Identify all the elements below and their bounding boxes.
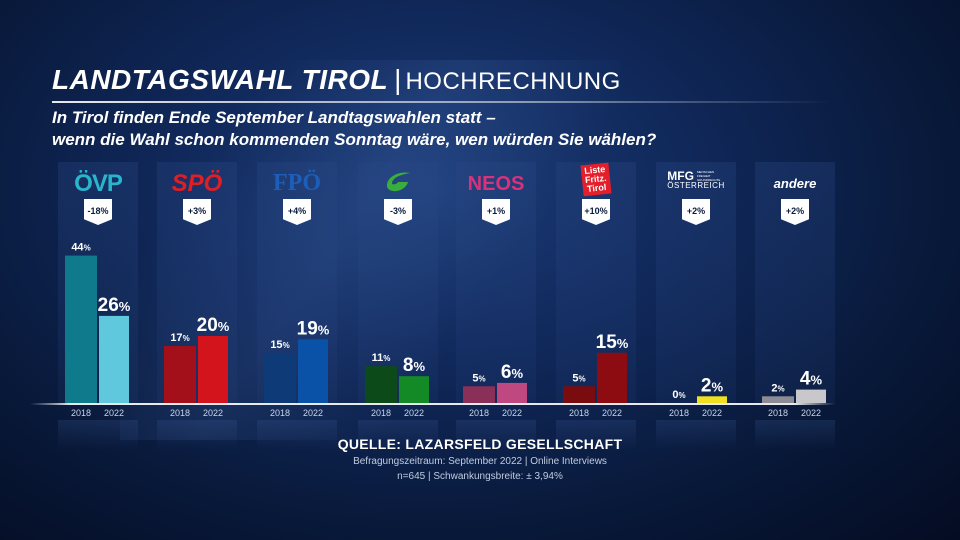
neos-logo-text: NEOS (467, 173, 525, 195)
year-label-gr-ne-2022: 2022 (403, 408, 425, 418)
year-label-andere-2022: 2022 (800, 408, 822, 418)
year-label-fp--2018: 2018 (269, 408, 291, 418)
chart-baseline (30, 403, 835, 405)
source-sample-size: n=645 | Schwankungsbreite: ± 3,94% (397, 471, 563, 482)
year-label-neos-2022: 2022 (501, 408, 523, 418)
source-title: QUELLE: LAZARSFELD GESELLSCHAFT (337, 436, 623, 452)
party-column-reflection (656, 420, 736, 450)
data-label-fp--2018: 15% (270, 339, 289, 351)
mfg-logo-sub: ÖSTERREICH (667, 181, 725, 190)
data-label-fp--2022: 19% (297, 318, 330, 339)
change-badge--vp: -18% (84, 199, 112, 225)
bar-andere-2022 (796, 389, 826, 403)
bar-gr-ne-2018 (365, 366, 397, 403)
bar-andere-2018 (762, 396, 794, 403)
bar-liste-fritz-2022 (597, 352, 627, 403)
year-label-fp--2022: 2022 (302, 408, 324, 418)
data-label-andere-2018: 2% (771, 382, 784, 394)
change-badge-fp-: +4% (283, 199, 311, 225)
year-label-sp--2018: 2018 (169, 408, 191, 418)
year-label--vp-2018: 2018 (70, 408, 92, 418)
year-label-liste-fritz-2018: 2018 (568, 408, 590, 418)
data-label-mfg-2018: 0% (672, 389, 685, 401)
question-line-1: In Tirol finden Ende September Landtagsw… (52, 108, 496, 127)
data-label-andere-2022: 4% (800, 369, 823, 390)
party-column-reflection (358, 420, 438, 450)
source-survey-period: Befragungszeitraum: September 2022 | Onl… (353, 456, 607, 467)
year-label-mfg-2022: 2022 (701, 408, 723, 418)
year-label-sp--2022: 2022 (202, 408, 224, 418)
bar-neos-2018 (463, 386, 495, 403)
logo-gruene (358, 170, 438, 196)
bar-sp--2018 (164, 346, 196, 403)
party-column-reflection (456, 420, 536, 450)
spo-logo-text: SPÖ (171, 170, 223, 197)
page-title: LANDTAGSWAHL TIROL | HOCHRECHNUNG (52, 64, 621, 96)
mfg-small-1: MENSCHEN (696, 170, 715, 174)
change-badge-liste-fritz: +10% (582, 199, 610, 225)
andere-logo-text: andere (773, 176, 817, 191)
data-label-gr-ne-2018: 11% (372, 352, 391, 364)
question-line-2: wenn die Wahl schon kommenden Sonntag wä… (52, 130, 657, 149)
year-label-andere-2018: 2018 (767, 408, 789, 418)
mfg-logo: MFG MENSCHEN FREIHEIT GRUNDRECHTE ÖSTERR… (667, 170, 724, 190)
bar--vp-2018 (65, 255, 97, 403)
change-badge-sp-: +3% (183, 199, 211, 225)
title-subtitle: HOCHRECHNUNG (405, 68, 621, 95)
party-column-reflection (58, 420, 138, 450)
bar-liste-fritz-2018 (563, 386, 595, 403)
change-badge-gr-ne: -3% (384, 199, 412, 225)
title-main: LANDTAGSWAHL TIROL (52, 64, 389, 95)
bar-fp--2018 (264, 352, 296, 403)
gruene-leaf-icon (386, 172, 410, 192)
year-label-neos-2018: 2018 (468, 408, 490, 418)
data-label-sp--2022: 20% (197, 315, 230, 336)
change-badge-neos: +1% (482, 199, 510, 225)
year-label-liste-fritz-2022: 2022 (601, 408, 623, 418)
data-label-neos-2022: 6% (501, 362, 524, 383)
year-label--vp-2022: 2022 (103, 408, 125, 418)
data-label--vp-2022: 26% (98, 295, 131, 316)
bar-gr-ne-2022 (399, 376, 429, 403)
logo-mfg: MFG MENSCHEN FREIHEIT GRUNDRECHTE ÖSTERR… (656, 170, 736, 196)
year-label-gr-ne-2018: 2018 (370, 408, 392, 418)
logo-spo: SPÖ (157, 170, 237, 197)
change-badge-andere: +2% (781, 199, 809, 225)
data-label-neos-2018: 5% (472, 372, 485, 384)
mfg-small-3: GRUNDRECHTE (696, 178, 721, 182)
fpo-logo-text: FPÖ (273, 170, 321, 196)
data-label--vp-2018: 44% (71, 242, 90, 254)
logo-fpo: FPÖ (257, 170, 337, 196)
ovp-logo-text: ÖVP (74, 170, 123, 197)
party-column-reflection (157, 420, 237, 450)
bar-mfg-2022 (697, 396, 727, 403)
bar-fp--2022 (298, 339, 328, 403)
data-label-mfg-2022: 2% (701, 375, 724, 396)
bar--vp-2022 (99, 315, 129, 403)
title-underline (52, 101, 832, 103)
logo-neos: NEOS (456, 170, 536, 196)
data-label-sp--2018: 17% (170, 332, 189, 344)
survey-question: In Tirol finden Ende September Landtagsw… (52, 107, 656, 151)
title-separator: | (394, 64, 402, 95)
mfg-logo-main: MFG (667, 169, 694, 183)
data-label-liste-fritz-2018: 5% (572, 372, 585, 384)
bar-sp--2022 (198, 336, 228, 403)
mfg-small-2: FREIHEIT (696, 174, 711, 178)
party-column-reflection (556, 420, 636, 450)
data-label-gr-ne-2022: 8% (403, 355, 426, 376)
data-label-liste-fritz-2022: 15% (596, 332, 629, 353)
logo-ovp: ÖVP (58, 170, 138, 197)
party-column-reflection (755, 420, 835, 450)
change-badge-mfg: +2% (682, 199, 710, 225)
bar-neos-2022 (497, 382, 527, 403)
logo-andere: andere (755, 170, 835, 196)
party-column-reflection (257, 420, 337, 450)
year-label-mfg-2018: 2018 (668, 408, 690, 418)
